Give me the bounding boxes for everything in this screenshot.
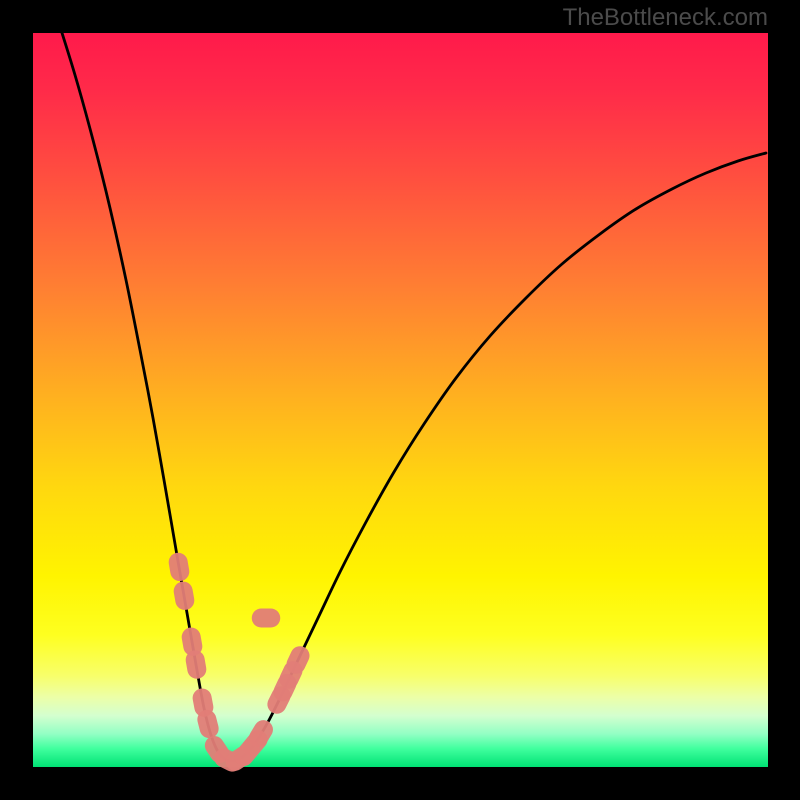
curve-marker xyxy=(167,551,191,582)
curve-layer xyxy=(0,0,800,800)
chart-stage: TheBottleneck.com xyxy=(0,0,800,800)
curve-marker xyxy=(252,609,281,628)
bottleneck-curve xyxy=(56,14,766,761)
curve-marker xyxy=(172,580,196,611)
watermark-text: TheBottleneck.com xyxy=(563,4,768,32)
